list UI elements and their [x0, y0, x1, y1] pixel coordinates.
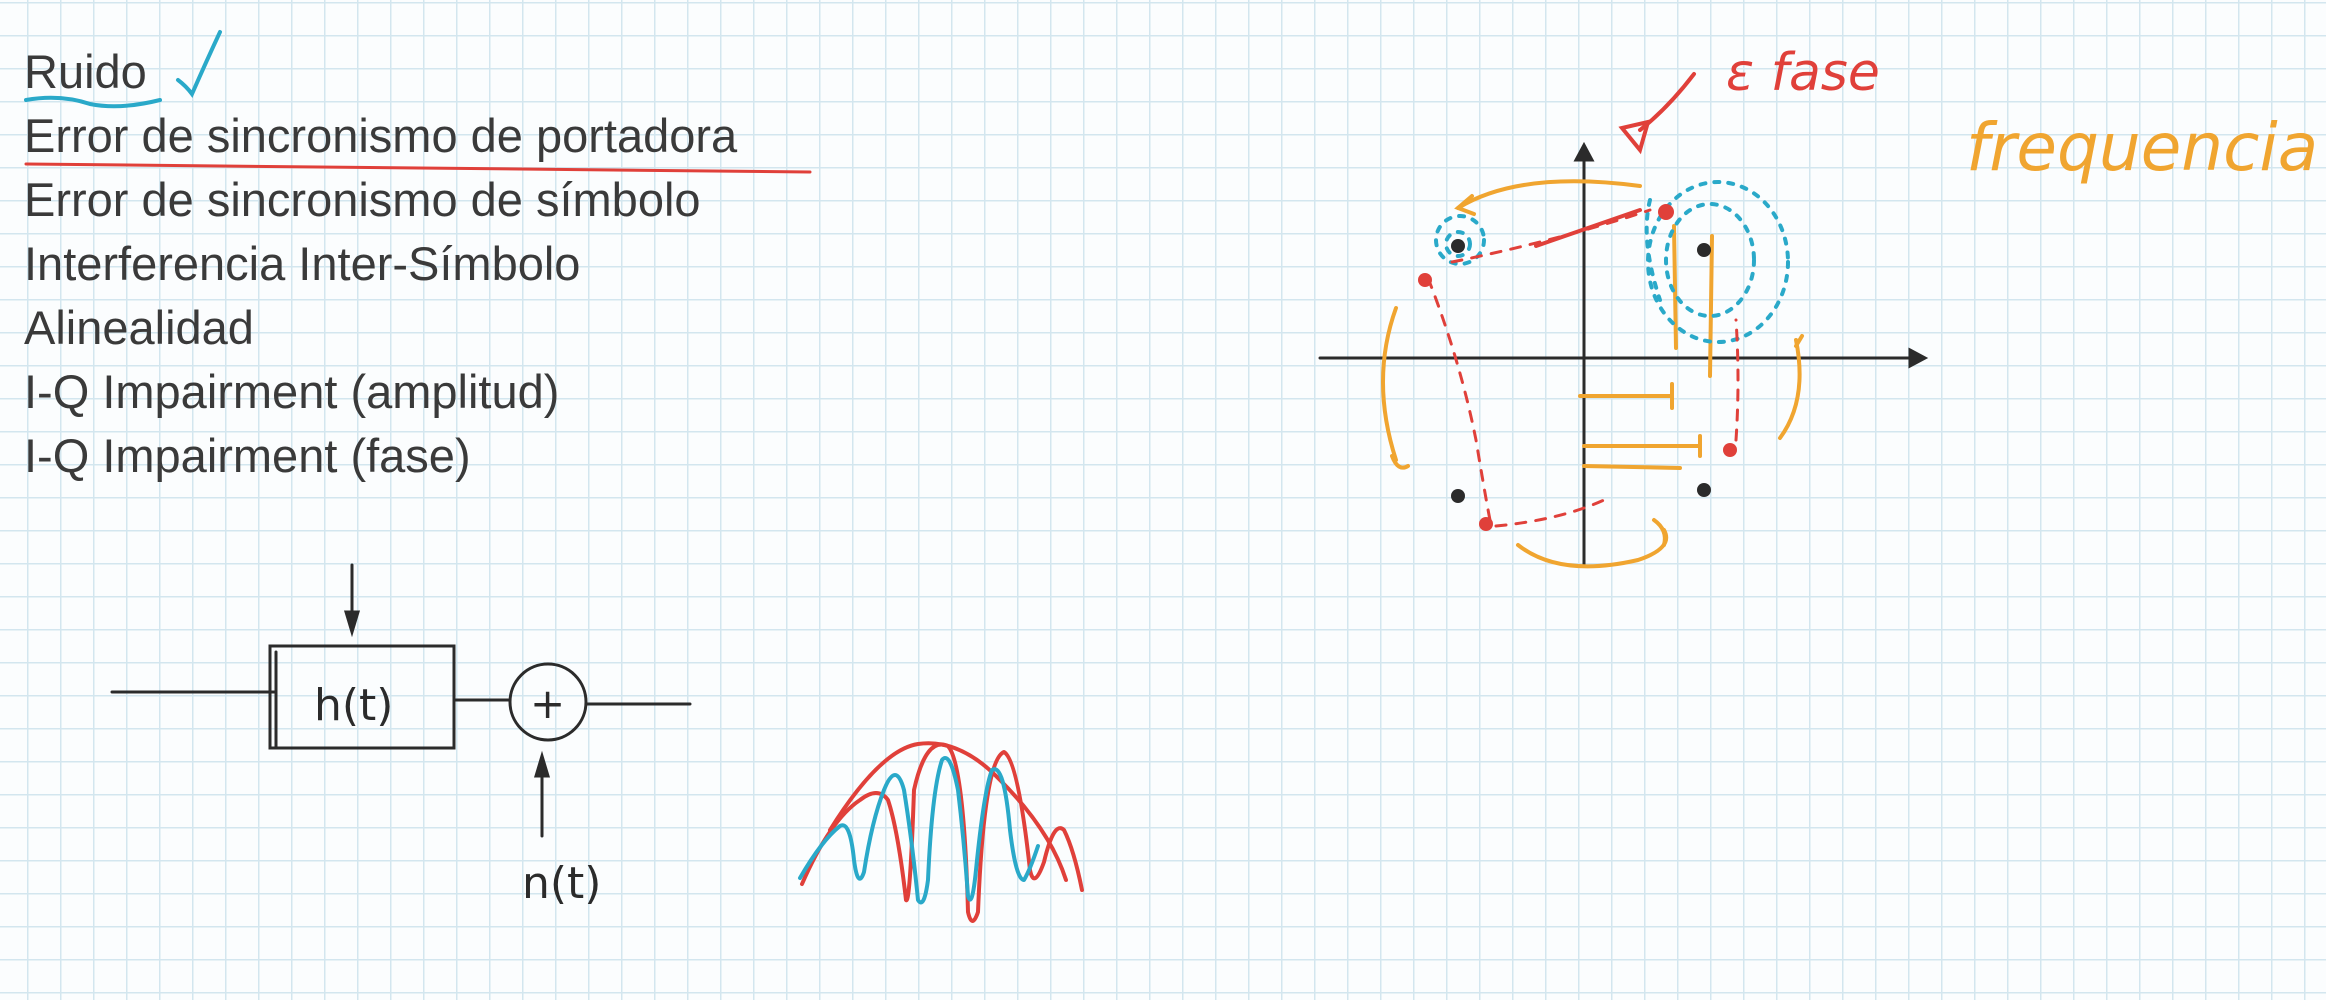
red-envelope-top: [828, 741, 1068, 882]
phase-error-label: ε fase: [1726, 43, 1880, 103]
point-black-q2: [1451, 239, 1465, 253]
ruido-underline: [24, 95, 162, 109]
list-item-symbol-sync: Error de sincronismo de símbolo: [24, 173, 701, 226]
noise-input-label: n(t): [522, 858, 601, 909]
list-item-nonlinearity: Alinealidad: [24, 301, 254, 354]
list-item-iq-phase: I-Q Impairment (fase): [24, 429, 471, 482]
point-red-q1: [1658, 204, 1674, 220]
point-black-q4: [1697, 483, 1711, 497]
portadora-underline: [24, 162, 812, 174]
constellation-axes: [1318, 141, 1929, 567]
phase-error-annotation: [1534, 72, 1696, 248]
adder-symbol: +: [530, 679, 565, 728]
point-black-q3: [1451, 489, 1465, 503]
channel-block-diagram: [110, 563, 692, 838]
point-red-q3: [1479, 517, 1493, 531]
list-item-carrier-sync: Error de sincronismo de portadora: [24, 109, 738, 162]
point-black-q1: [1697, 243, 1711, 257]
list-item-iq-amplitude: I-Q Impairment (amplitud): [24, 365, 560, 418]
isi-waveform: [798, 741, 1084, 923]
blue-noise-clouds: [1434, 180, 1790, 344]
point-red-q2: [1418, 273, 1432, 287]
channel-block-label: h(t): [314, 680, 393, 731]
list-item-ruido: Ruido: [24, 45, 147, 98]
list-item-isi: Interferencia Inter-Símbolo: [24, 237, 581, 290]
frequency-label: frequencia: [1966, 109, 2318, 186]
constellation-points: [1418, 204, 1737, 531]
orange-rotation-arcs: [1381, 179, 1804, 569]
blue-signal: [798, 756, 1040, 905]
red-envelope: [800, 742, 1084, 923]
point-red-q4: [1723, 443, 1737, 457]
impairments-list: Ruido Error de sincronismo de portadora …: [24, 40, 737, 488]
check-mark: [176, 30, 222, 98]
